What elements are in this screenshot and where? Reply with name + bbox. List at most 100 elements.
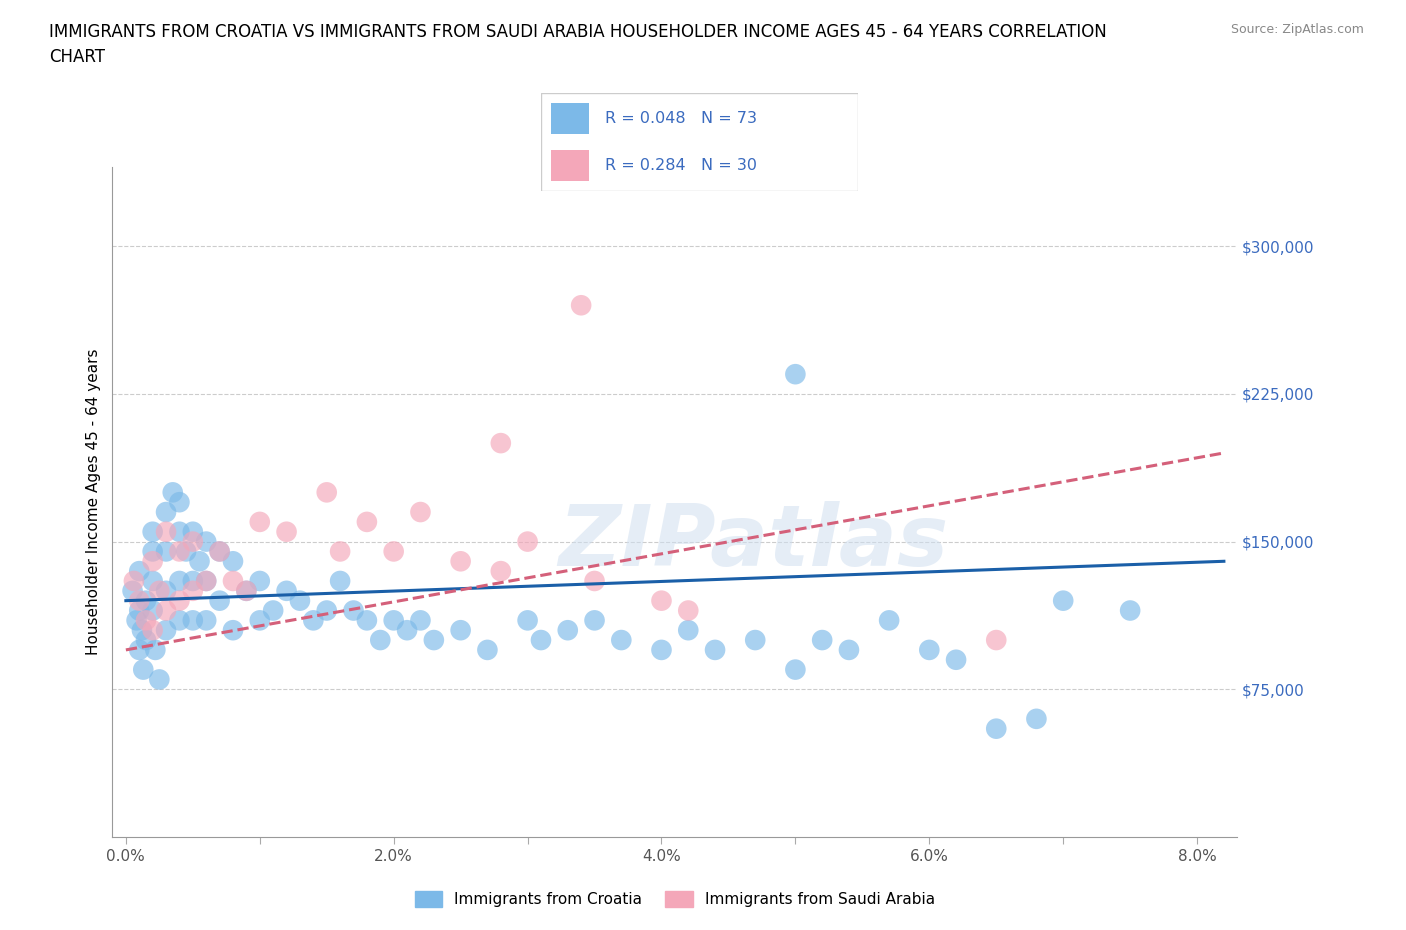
Point [744, 632, 766, 647]
Point [142, 623, 165, 638]
Point [650, 593, 672, 608]
Point [174, 544, 197, 559]
Point [489, 435, 512, 450]
Point [128, 593, 150, 608]
Point [276, 525, 298, 539]
Y-axis label: Householder Income Ages 45 - 64 years: Householder Income Ages 45 - 64 years [86, 349, 101, 656]
Point [135, 613, 157, 628]
Point [450, 554, 472, 569]
Bar [551, 150, 589, 180]
Point [222, 623, 245, 638]
Point [142, 554, 165, 569]
Point [530, 632, 553, 647]
Point [1052, 593, 1074, 608]
Point [142, 574, 165, 589]
Point [583, 574, 606, 589]
Point [678, 603, 700, 618]
Point [142, 603, 165, 618]
Point [811, 632, 834, 647]
Point [135, 593, 157, 608]
Point [516, 534, 538, 549]
Point [128, 603, 150, 618]
Point [155, 623, 177, 638]
Point [121, 583, 143, 598]
Point [128, 643, 150, 658]
Point [142, 525, 165, 539]
Point [409, 613, 432, 628]
Point [986, 722, 1008, 737]
Bar [551, 103, 589, 134]
Point [877, 613, 900, 628]
Point [423, 632, 446, 647]
Point [368, 632, 391, 647]
Point [276, 583, 298, 598]
Point [128, 564, 150, 578]
Point [302, 613, 325, 628]
Point [315, 485, 337, 499]
Point [409, 505, 432, 520]
Point [382, 544, 405, 559]
Point [208, 593, 231, 608]
Point [148, 672, 170, 687]
Point [489, 564, 512, 578]
Point [155, 603, 177, 618]
Point [329, 574, 352, 589]
Point [169, 593, 191, 608]
Point [1119, 603, 1142, 618]
Point [169, 495, 191, 510]
Point [131, 623, 153, 638]
Point [678, 623, 700, 638]
Text: R = 0.048   N = 73: R = 0.048 N = 73 [605, 111, 756, 126]
Point [143, 643, 166, 658]
Point [195, 613, 218, 628]
Point [155, 583, 177, 598]
Point [918, 643, 941, 658]
Point [181, 574, 204, 589]
Point [583, 613, 606, 628]
Point [396, 623, 419, 638]
Point [477, 643, 499, 658]
Text: ZIPatlas: ZIPatlas [558, 501, 949, 584]
Point [262, 603, 284, 618]
Point [235, 583, 257, 598]
Point [181, 613, 204, 628]
Point [450, 623, 472, 638]
Point [195, 574, 218, 589]
Point [249, 613, 271, 628]
Legend: Immigrants from Croatia, Immigrants from Saudi Arabia: Immigrants from Croatia, Immigrants from… [409, 884, 941, 913]
Point [169, 525, 191, 539]
Point [122, 574, 145, 589]
Point [569, 298, 592, 312]
Point [155, 525, 177, 539]
Point [557, 623, 579, 638]
Point [356, 514, 378, 529]
Point [181, 583, 204, 598]
Point [155, 544, 177, 559]
Point [356, 613, 378, 628]
Point [181, 534, 204, 549]
Point [148, 583, 170, 598]
Point [342, 603, 364, 618]
Point [155, 505, 177, 520]
Point [329, 544, 352, 559]
Point [249, 514, 271, 529]
Point [249, 574, 271, 589]
Text: Source: ZipAtlas.com: Source: ZipAtlas.com [1230, 23, 1364, 36]
Point [945, 652, 967, 667]
Point [315, 603, 337, 618]
Point [785, 366, 807, 381]
Point [132, 662, 155, 677]
Point [382, 613, 405, 628]
Point [610, 632, 633, 647]
Point [288, 593, 311, 608]
Point [125, 613, 148, 628]
Text: IMMIGRANTS FROM CROATIA VS IMMIGRANTS FROM SAUDI ARABIA HOUSEHOLDER INCOME AGES : IMMIGRANTS FROM CROATIA VS IMMIGRANTS FR… [49, 23, 1107, 66]
Point [169, 544, 191, 559]
Point [162, 485, 184, 499]
Point [142, 544, 165, 559]
Point [222, 554, 245, 569]
Point [195, 574, 218, 589]
Point [169, 574, 191, 589]
Point [169, 613, 191, 628]
Point [188, 554, 211, 569]
